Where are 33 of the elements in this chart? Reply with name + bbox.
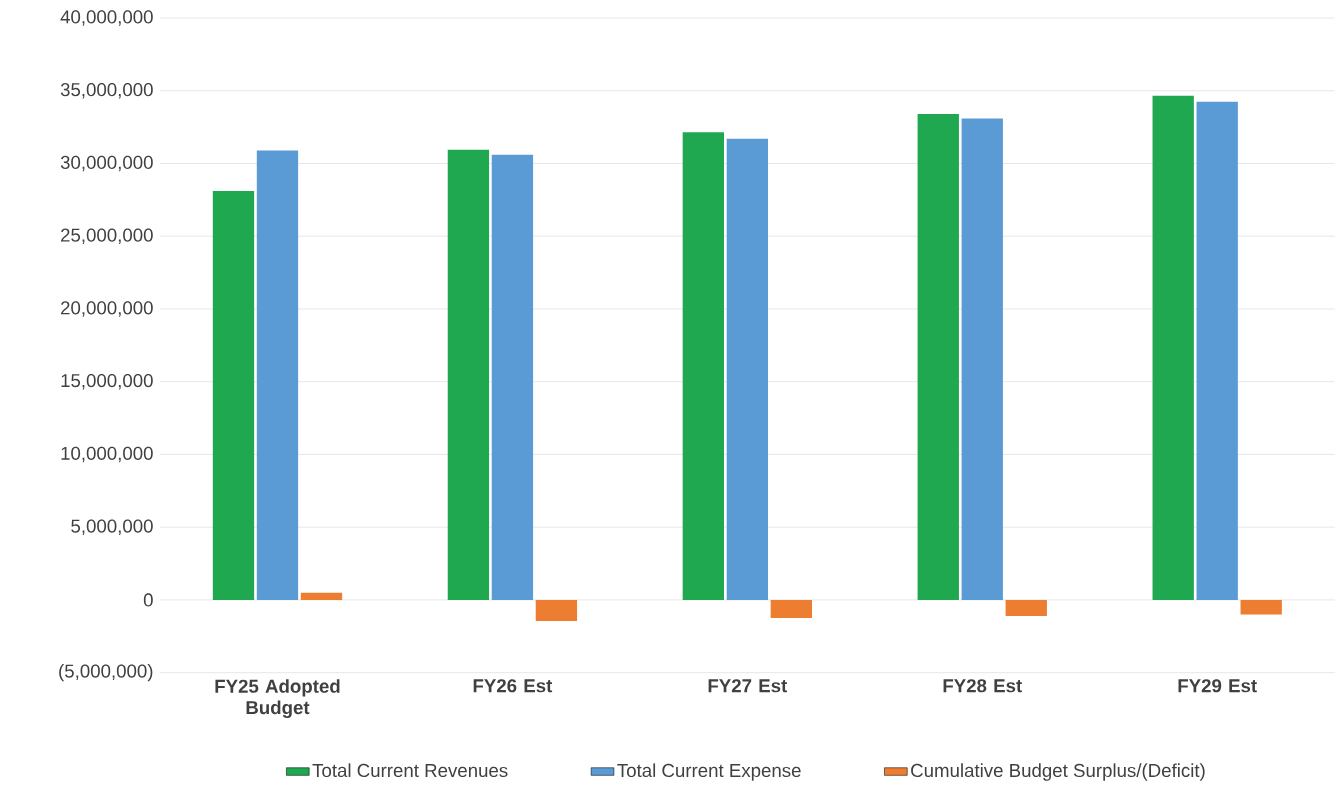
bar bbox=[726, 138, 769, 600]
y-tick-label: 0 bbox=[143, 593, 153, 607]
bar bbox=[1005, 599, 1047, 616]
legend-label: Total Current Expense bbox=[617, 763, 801, 781]
y-tick-label: 20,000,000 bbox=[61, 301, 153, 317]
bar bbox=[1196, 101, 1238, 600]
y-tick-label: 40,000,000 bbox=[60, 10, 153, 26]
bar bbox=[300, 592, 343, 600]
y-tick-label: 25,000,000 bbox=[61, 228, 153, 244]
x-tick-label: FY26 Est bbox=[473, 679, 553, 693]
bar bbox=[535, 599, 578, 621]
y-tick-label: 10,000,000 bbox=[61, 446, 153, 463]
y-tick-label: 35,000,000 bbox=[60, 83, 153, 99]
legend-label: Total Current Revenues bbox=[312, 763, 508, 778]
y-tick-label: 30,000,000 bbox=[60, 155, 153, 172]
bar bbox=[770, 599, 812, 619]
bar bbox=[256, 150, 299, 600]
x-tick-label: FY25 Adopted Budget bbox=[215, 679, 340, 718]
bar bbox=[491, 154, 534, 600]
y-tick-label: 5,000,000 bbox=[71, 519, 153, 535]
x-tick-label: FY28 Est bbox=[943, 679, 1022, 693]
bar bbox=[682, 132, 724, 600]
x-tick-label: FY27 Est bbox=[708, 679, 788, 693]
bar bbox=[1152, 95, 1194, 600]
bar bbox=[212, 191, 255, 600]
y-tick-label: (5,000,000) bbox=[59, 663, 153, 682]
bar bbox=[961, 118, 1003, 600]
bar bbox=[1240, 599, 1282, 615]
x-tick-label: FY29 Est bbox=[1178, 679, 1257, 693]
bar bbox=[917, 114, 959, 600]
y-tick-label: 15,000,000 bbox=[61, 373, 153, 390]
legend-label: Cumulative Budget Surplus/(Deficit) bbox=[911, 763, 1205, 781]
bar bbox=[447, 149, 490, 600]
